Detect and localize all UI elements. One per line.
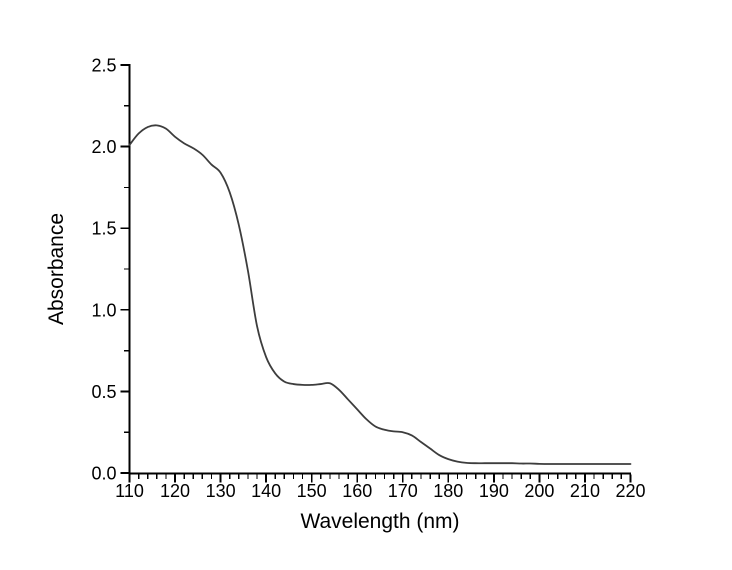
y-tick-label: 1.0 (91, 300, 116, 320)
axis-ticks (120, 64, 632, 483)
x-tick-label: 200 (524, 481, 554, 501)
x-axis-title: Wavelength (nm) (300, 510, 459, 533)
x-tick-label: 160 (342, 481, 372, 501)
x-tick-label: 180 (433, 481, 463, 501)
x-tick-label: 120 (160, 481, 190, 501)
y-tick-label: 2.0 (91, 137, 116, 157)
x-tick-label: 110 (115, 481, 144, 501)
x-tick-label: 170 (388, 481, 418, 501)
x-tick-label: 150 (297, 481, 327, 501)
x-tick-label: 210 (570, 481, 600, 501)
y-axis-title: Absorbance (45, 213, 68, 325)
y-tick-label: 0.0 (91, 464, 116, 484)
y-tick-label: 1.5 (91, 219, 116, 239)
x-tick-label: 190 (479, 481, 509, 501)
axis-tick-labels: 110 120 130 140 150 160 170 180 190 200 210 220 0.0 0… (91, 56, 645, 502)
axes (128, 64, 631, 475)
y-tick-label: 0.5 (91, 382, 116, 402)
y-tick-label: 2.5 (91, 56, 116, 76)
data-series (128, 124, 632, 465)
x-tick-label: 140 (251, 481, 281, 501)
x-tick-label: 130 (206, 481, 236, 501)
absorbance-curve (128, 124, 632, 465)
x-tick-label: 220 (615, 481, 645, 501)
